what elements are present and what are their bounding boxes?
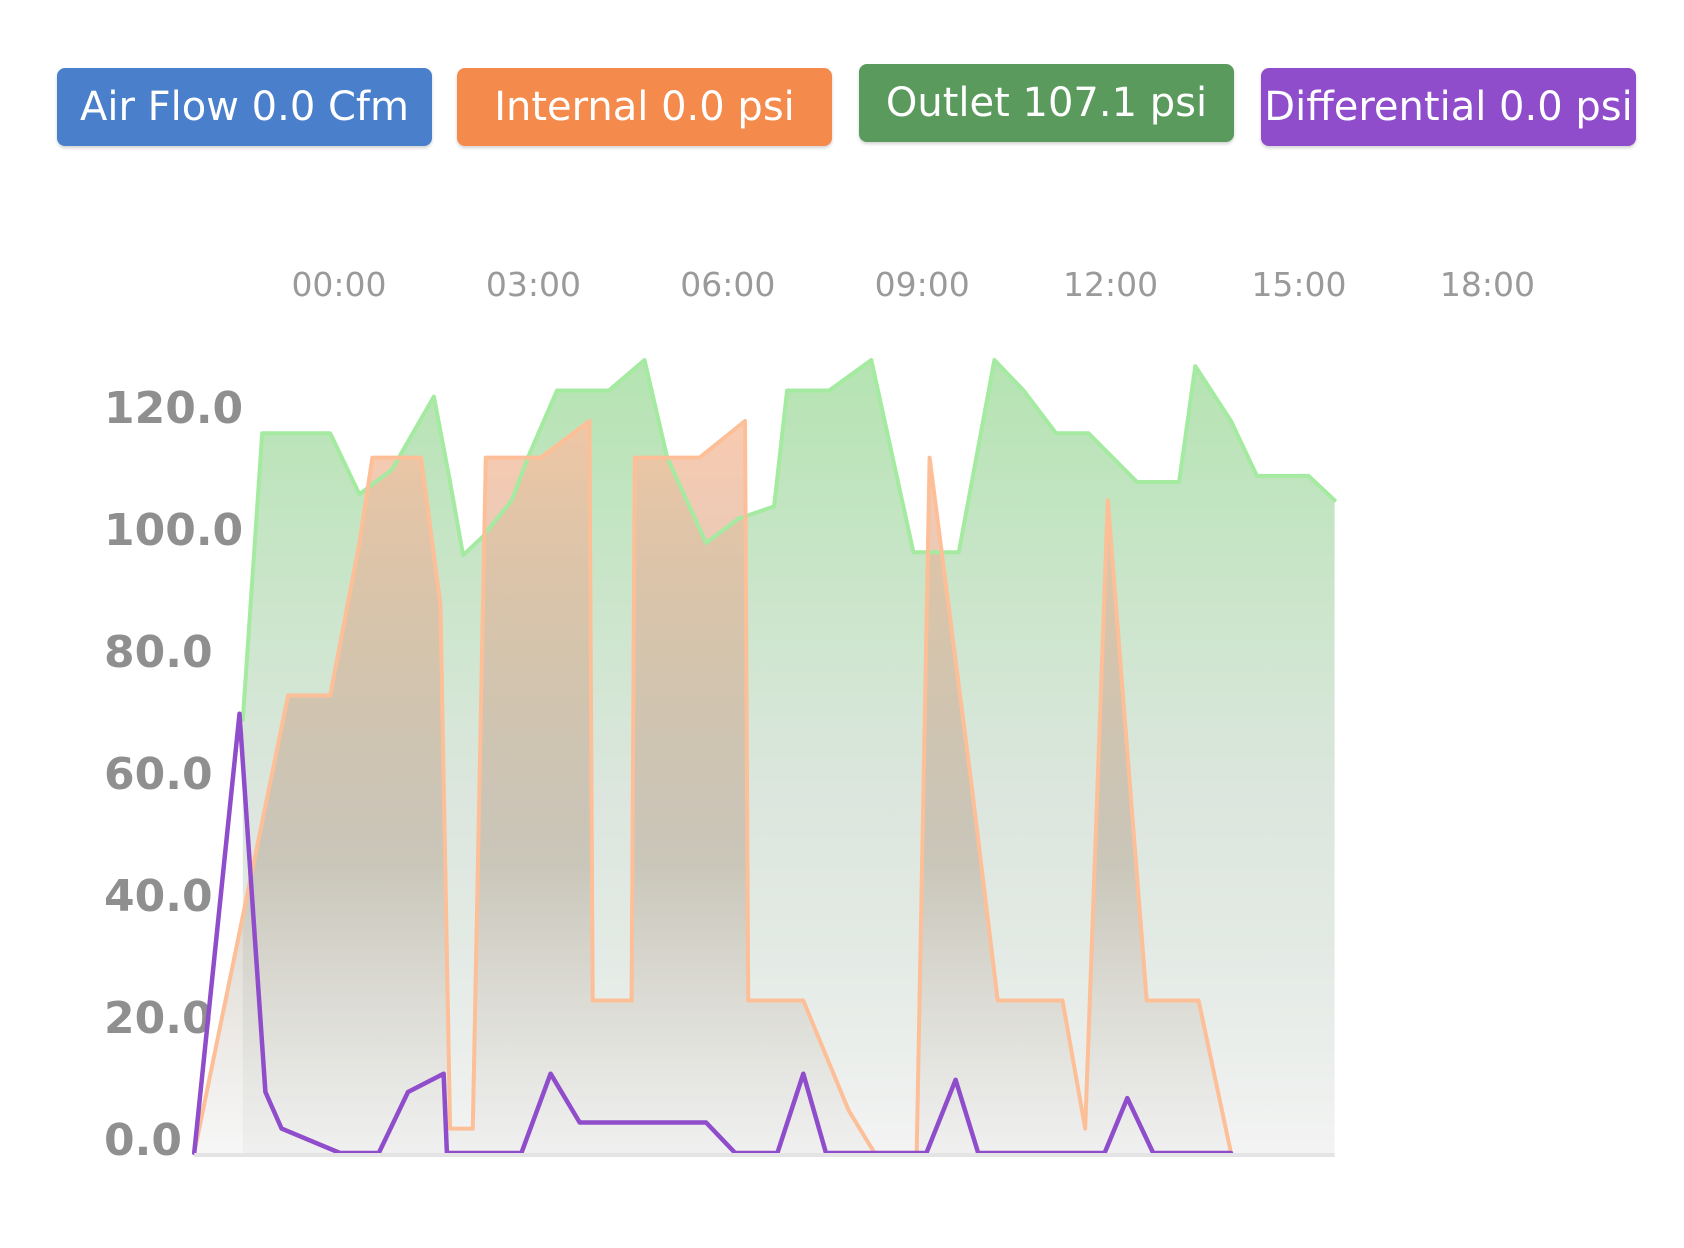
outlet-series-line	[240, 358, 1337, 722]
x-tick-label: 00:00	[291, 265, 386, 304]
x-tick-label: 06:00	[680, 265, 775, 304]
x-tick-label: 18:00	[1440, 265, 1535, 304]
y-tick-label: 0.0	[104, 1115, 182, 1166]
y-axis-ticks: 0.0 20.0 40.0 60.0 80.0 100.0 120.0	[104, 383, 243, 1166]
plot-area	[191, 358, 1337, 1157]
baseline	[194, 1153, 1335, 1157]
legend-internal-badge[interactable]: Internal 0.0 psi	[457, 68, 832, 146]
internal-series-line	[192, 419, 1233, 1155]
y-tick-label: 120.0	[104, 383, 243, 434]
y-tick-label: 40.0	[104, 871, 213, 922]
legend-air-flow-badge[interactable]: Air Flow 0.0 Cfm	[57, 68, 432, 146]
y-tick-label: 80.0	[104, 627, 213, 678]
x-tick-label: 09:00	[875, 265, 970, 304]
x-axis-ticks: 00:00 03:00 06:00 09:00 12:00 15:00 18:00	[291, 265, 1535, 304]
legend: Air Flow 0.0 Cfm Internal 0.0 psi Outlet…	[0, 64, 1684, 152]
y-tick-label: 20.0	[104, 993, 213, 1044]
y-tick-label: 60.0	[104, 749, 213, 800]
legend-differential-badge[interactable]: Differential 0.0 psi	[1261, 68, 1636, 146]
x-tick-label: 12:00	[1063, 265, 1158, 304]
x-tick-label: 15:00	[1251, 265, 1346, 304]
internal-series-area	[194, 421, 1232, 1153]
legend-outlet-badge[interactable]: Outlet 107.1 psi	[859, 64, 1234, 142]
y-tick-label: 100.0	[104, 505, 243, 556]
x-tick-label: 03:00	[486, 265, 581, 304]
